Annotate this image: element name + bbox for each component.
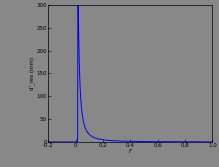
X-axis label: r: r [129,148,132,154]
Y-axis label: d'_res (mm): d'_res (mm) [29,57,35,90]
